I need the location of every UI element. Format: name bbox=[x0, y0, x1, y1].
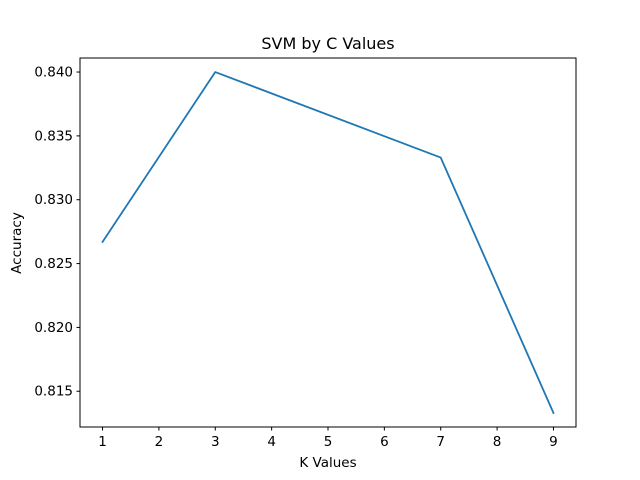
series-layer bbox=[101, 71, 555, 415]
x-tick-label: 9 bbox=[549, 434, 558, 450]
y-tick-label: 0.840 bbox=[34, 65, 73, 81]
y-axis-label: Accuracy bbox=[9, 212, 25, 274]
y-tick-label: 0.835 bbox=[34, 128, 73, 144]
x-axis-ticks: 1 2 3 4 5 6 7 8 9 bbox=[98, 427, 558, 450]
x-tick-label: 1 bbox=[98, 434, 107, 450]
y-tick-label: 0.820 bbox=[34, 320, 73, 336]
x-tick-label: 3 bbox=[211, 434, 220, 450]
x-tick-label: 8 bbox=[493, 434, 502, 450]
x-axis-label: K Values bbox=[299, 455, 356, 471]
x-tick-label: 7 bbox=[436, 434, 445, 450]
chart-title: SVM by C Values bbox=[261, 34, 394, 53]
plot-frame bbox=[79, 57, 577, 428]
y-tick-label: 0.815 bbox=[34, 384, 73, 400]
y-tick-label: 0.830 bbox=[34, 192, 73, 208]
series-line bbox=[101, 71, 555, 415]
x-tick-label: 2 bbox=[155, 434, 164, 450]
y-tick-label: 0.825 bbox=[34, 256, 73, 272]
y-axis-ticks: 0.815 0.820 0.825 0.830 0.835 0.840 bbox=[34, 65, 80, 400]
x-tick-label: 4 bbox=[267, 434, 276, 450]
x-tick-label: 6 bbox=[380, 434, 389, 450]
x-tick-label: 5 bbox=[324, 434, 333, 450]
